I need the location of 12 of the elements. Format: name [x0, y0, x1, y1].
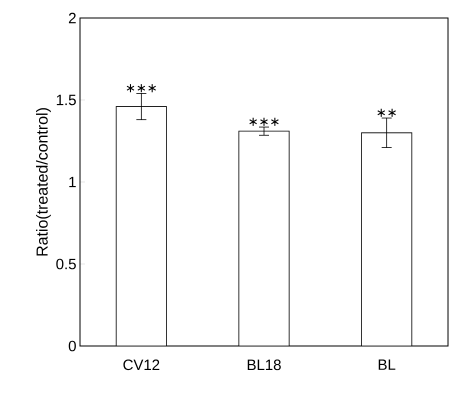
- y-tick-label: 0.5: [56, 258, 76, 270]
- y-tick-label: 2: [68, 12, 76, 24]
- y-tick-label: 0: [68, 340, 76, 352]
- x-tick-label: CV12: [123, 360, 160, 370]
- annotation: ∗∗∗: [126, 84, 156, 92]
- annotation: ∗∗: [377, 108, 396, 117]
- x-tick-label: BL18: [248, 360, 281, 370]
- y-tick-label: 1: [69, 176, 76, 188]
- x-tick-label: BL: [378, 360, 396, 370]
- y-tick-label: 1.5: [56, 94, 76, 106]
- annotation: ∗∗∗: [249, 118, 279, 126]
- y-axis-title: Ratio(treated/control): [36, 108, 51, 256]
